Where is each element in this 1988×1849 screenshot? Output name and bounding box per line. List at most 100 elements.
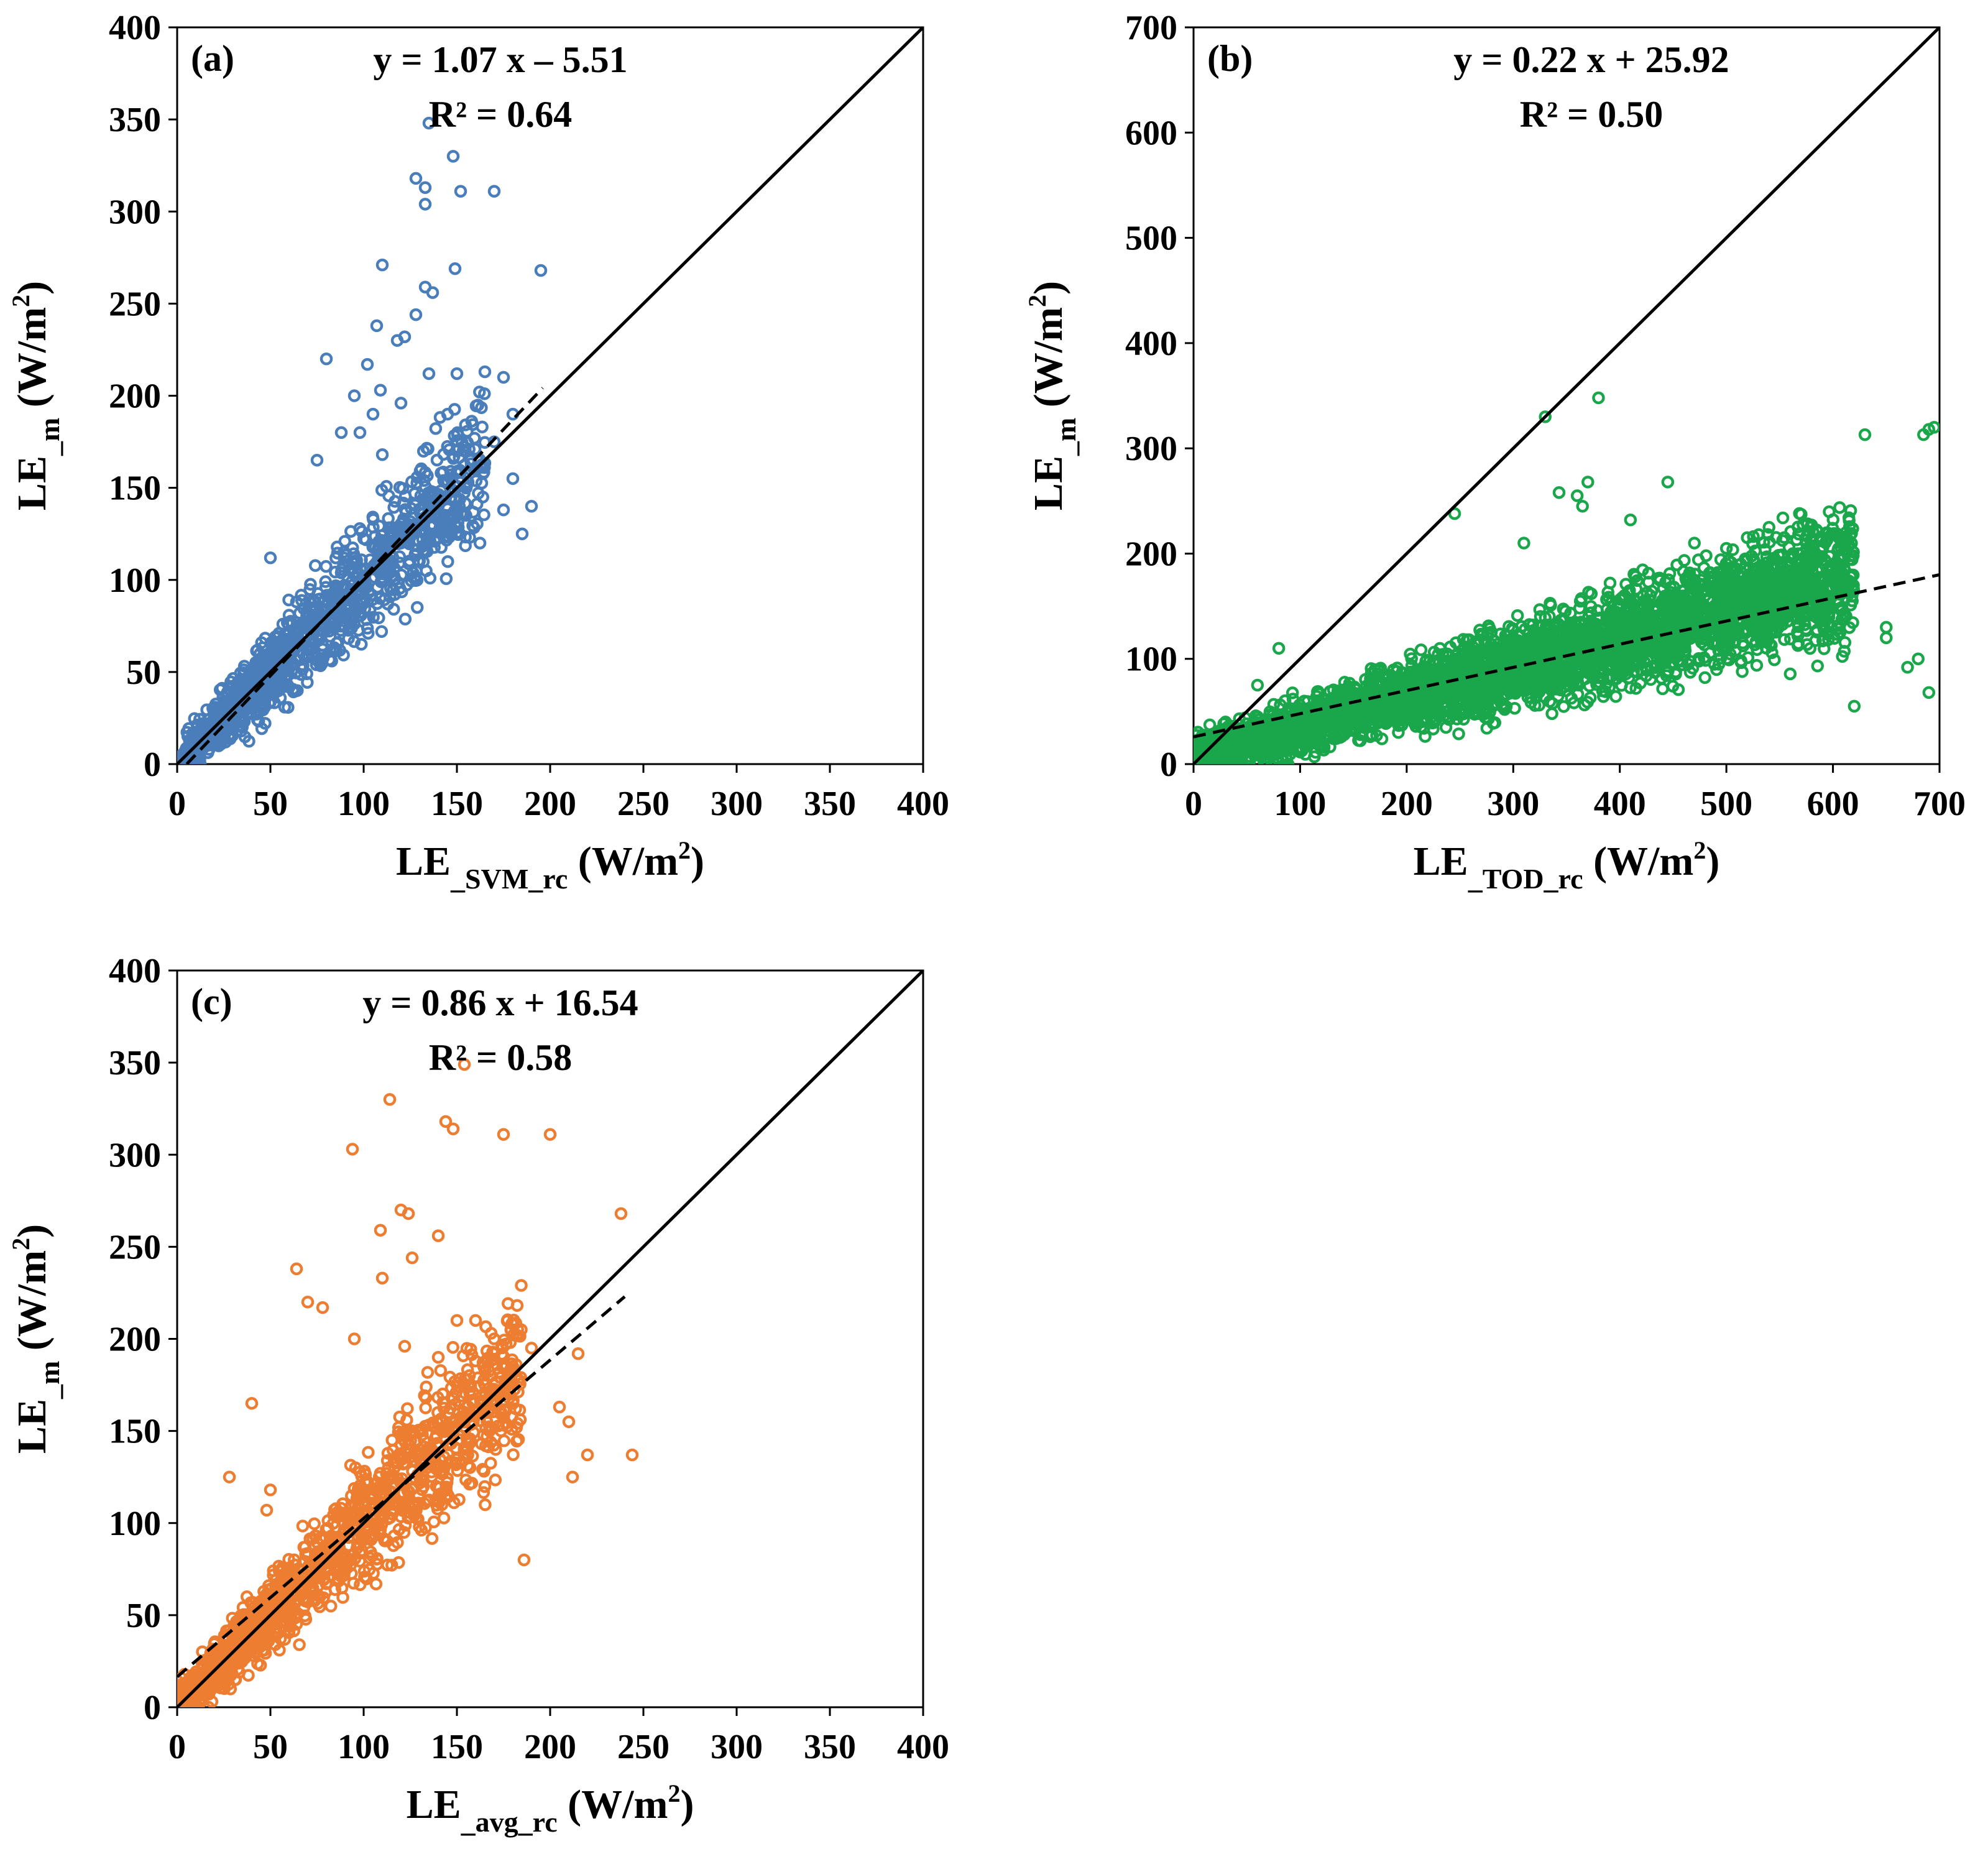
scatter-point <box>448 485 461 498</box>
scatter-point <box>303 583 316 596</box>
scatter-point <box>1545 707 1558 721</box>
scatter-point <box>353 426 367 439</box>
scatter-point <box>473 385 486 399</box>
scatter-point <box>443 530 456 544</box>
scatter-point <box>1808 551 1821 565</box>
scatter-point <box>420 545 434 558</box>
scatter-point <box>525 500 538 513</box>
scatter-point <box>469 399 483 413</box>
scatter-point <box>408 487 421 500</box>
scatter-point <box>1741 600 1755 614</box>
scatter-point <box>1620 661 1633 675</box>
scatter-point <box>455 436 469 449</box>
y-tick-label: 200 <box>109 377 161 416</box>
scatter-point <box>1765 646 1779 660</box>
scatter-point <box>374 567 387 581</box>
scatter-point <box>1739 626 1752 640</box>
scatter-point <box>274 691 287 704</box>
scatter-point <box>459 481 473 494</box>
y-tick-label: 400 <box>1125 325 1177 363</box>
scatter-point <box>1578 698 1591 712</box>
x-tick-label: 600 <box>1807 785 1859 823</box>
scatter-point <box>1508 701 1521 715</box>
scatter-point <box>361 357 374 371</box>
scatter-point <box>1757 635 1770 648</box>
scatter-point <box>1661 609 1675 622</box>
scatter-point <box>1666 680 1680 693</box>
scatter-point <box>1776 534 1789 547</box>
scatter-point <box>1645 660 1658 673</box>
scatter-point <box>416 445 430 458</box>
scatter-point <box>1557 602 1570 616</box>
scatter-point <box>1469 635 1483 648</box>
scatter-point <box>477 508 490 522</box>
scatter-point <box>1511 609 1524 622</box>
scatter-point <box>366 510 380 523</box>
scatter-point <box>380 583 393 596</box>
x-tick-label: 150 <box>431 785 483 823</box>
y-axis-title: LE_m (W/m2) <box>7 281 65 510</box>
scatter-point <box>228 684 241 698</box>
scatter-point <box>375 625 389 638</box>
scatter-point <box>394 397 408 410</box>
scatter-point <box>374 592 387 605</box>
scatter-point <box>338 592 352 605</box>
scatter-point <box>334 566 348 579</box>
scatter-point <box>1235 757 1248 764</box>
scatter-point <box>1665 656 1678 670</box>
scatter-point <box>408 569 421 583</box>
scatter-point <box>1208 728 1222 741</box>
scatter-point <box>255 722 269 735</box>
scatter-point <box>310 453 324 467</box>
scatter-point <box>448 262 462 275</box>
y-tick-label: 100 <box>109 561 161 600</box>
scatter-point <box>1343 680 1356 694</box>
scatter-point <box>1390 714 1404 728</box>
scatter-point <box>264 647 277 660</box>
scatter-point <box>1683 666 1697 679</box>
scatter-point <box>1455 707 1468 721</box>
panel-a: 0 50 100 150 200 250 300 350 4000501001502002503… <box>7 9 949 895</box>
scatter-point <box>366 540 379 554</box>
scatter-point <box>450 367 464 380</box>
scatter-point <box>375 448 389 461</box>
scatter-point <box>1678 554 1691 567</box>
scatter-point <box>471 517 484 530</box>
scatter-point <box>282 632 295 645</box>
scatter-point <box>389 495 402 508</box>
scatter-point <box>1723 635 1736 648</box>
scatter-point <box>1792 618 1805 632</box>
scatter-point <box>1413 706 1427 719</box>
plot-frame <box>1192 26 1941 765</box>
scatter-point <box>456 507 469 520</box>
scatter-point <box>1553 639 1567 653</box>
scatter-point <box>441 407 454 421</box>
scatter-point <box>1783 667 1797 681</box>
scatter-point <box>1392 726 1405 739</box>
scatter-point <box>478 365 492 379</box>
scatter-point <box>329 565 342 579</box>
scatter-point <box>1844 504 1857 517</box>
scatter-point <box>1693 591 1706 604</box>
scatter-point <box>374 384 387 397</box>
scatter-point <box>257 675 270 688</box>
scatter-point <box>1651 571 1665 585</box>
x-axis-title: LE_SVM_rc (W/m2) <box>396 836 704 895</box>
scatter-point <box>450 445 464 458</box>
scatter-point <box>1647 601 1661 614</box>
scatter-point <box>1778 633 1791 646</box>
scatter-point <box>461 425 474 438</box>
scatter-point <box>416 555 430 568</box>
scatter-point <box>1657 654 1670 668</box>
scatter-point <box>454 185 467 198</box>
scatter-point <box>1568 618 1582 632</box>
scatter-point <box>1437 709 1451 722</box>
scatter-point <box>281 625 294 639</box>
scatter-point <box>398 503 412 516</box>
x-tick-label: 200 <box>524 785 576 823</box>
scatter-point <box>301 629 315 642</box>
scatter-point <box>1452 727 1465 740</box>
scatter-point <box>1716 641 1729 654</box>
scatter-point <box>497 371 510 384</box>
x-tick-label: 100 <box>338 785 390 823</box>
